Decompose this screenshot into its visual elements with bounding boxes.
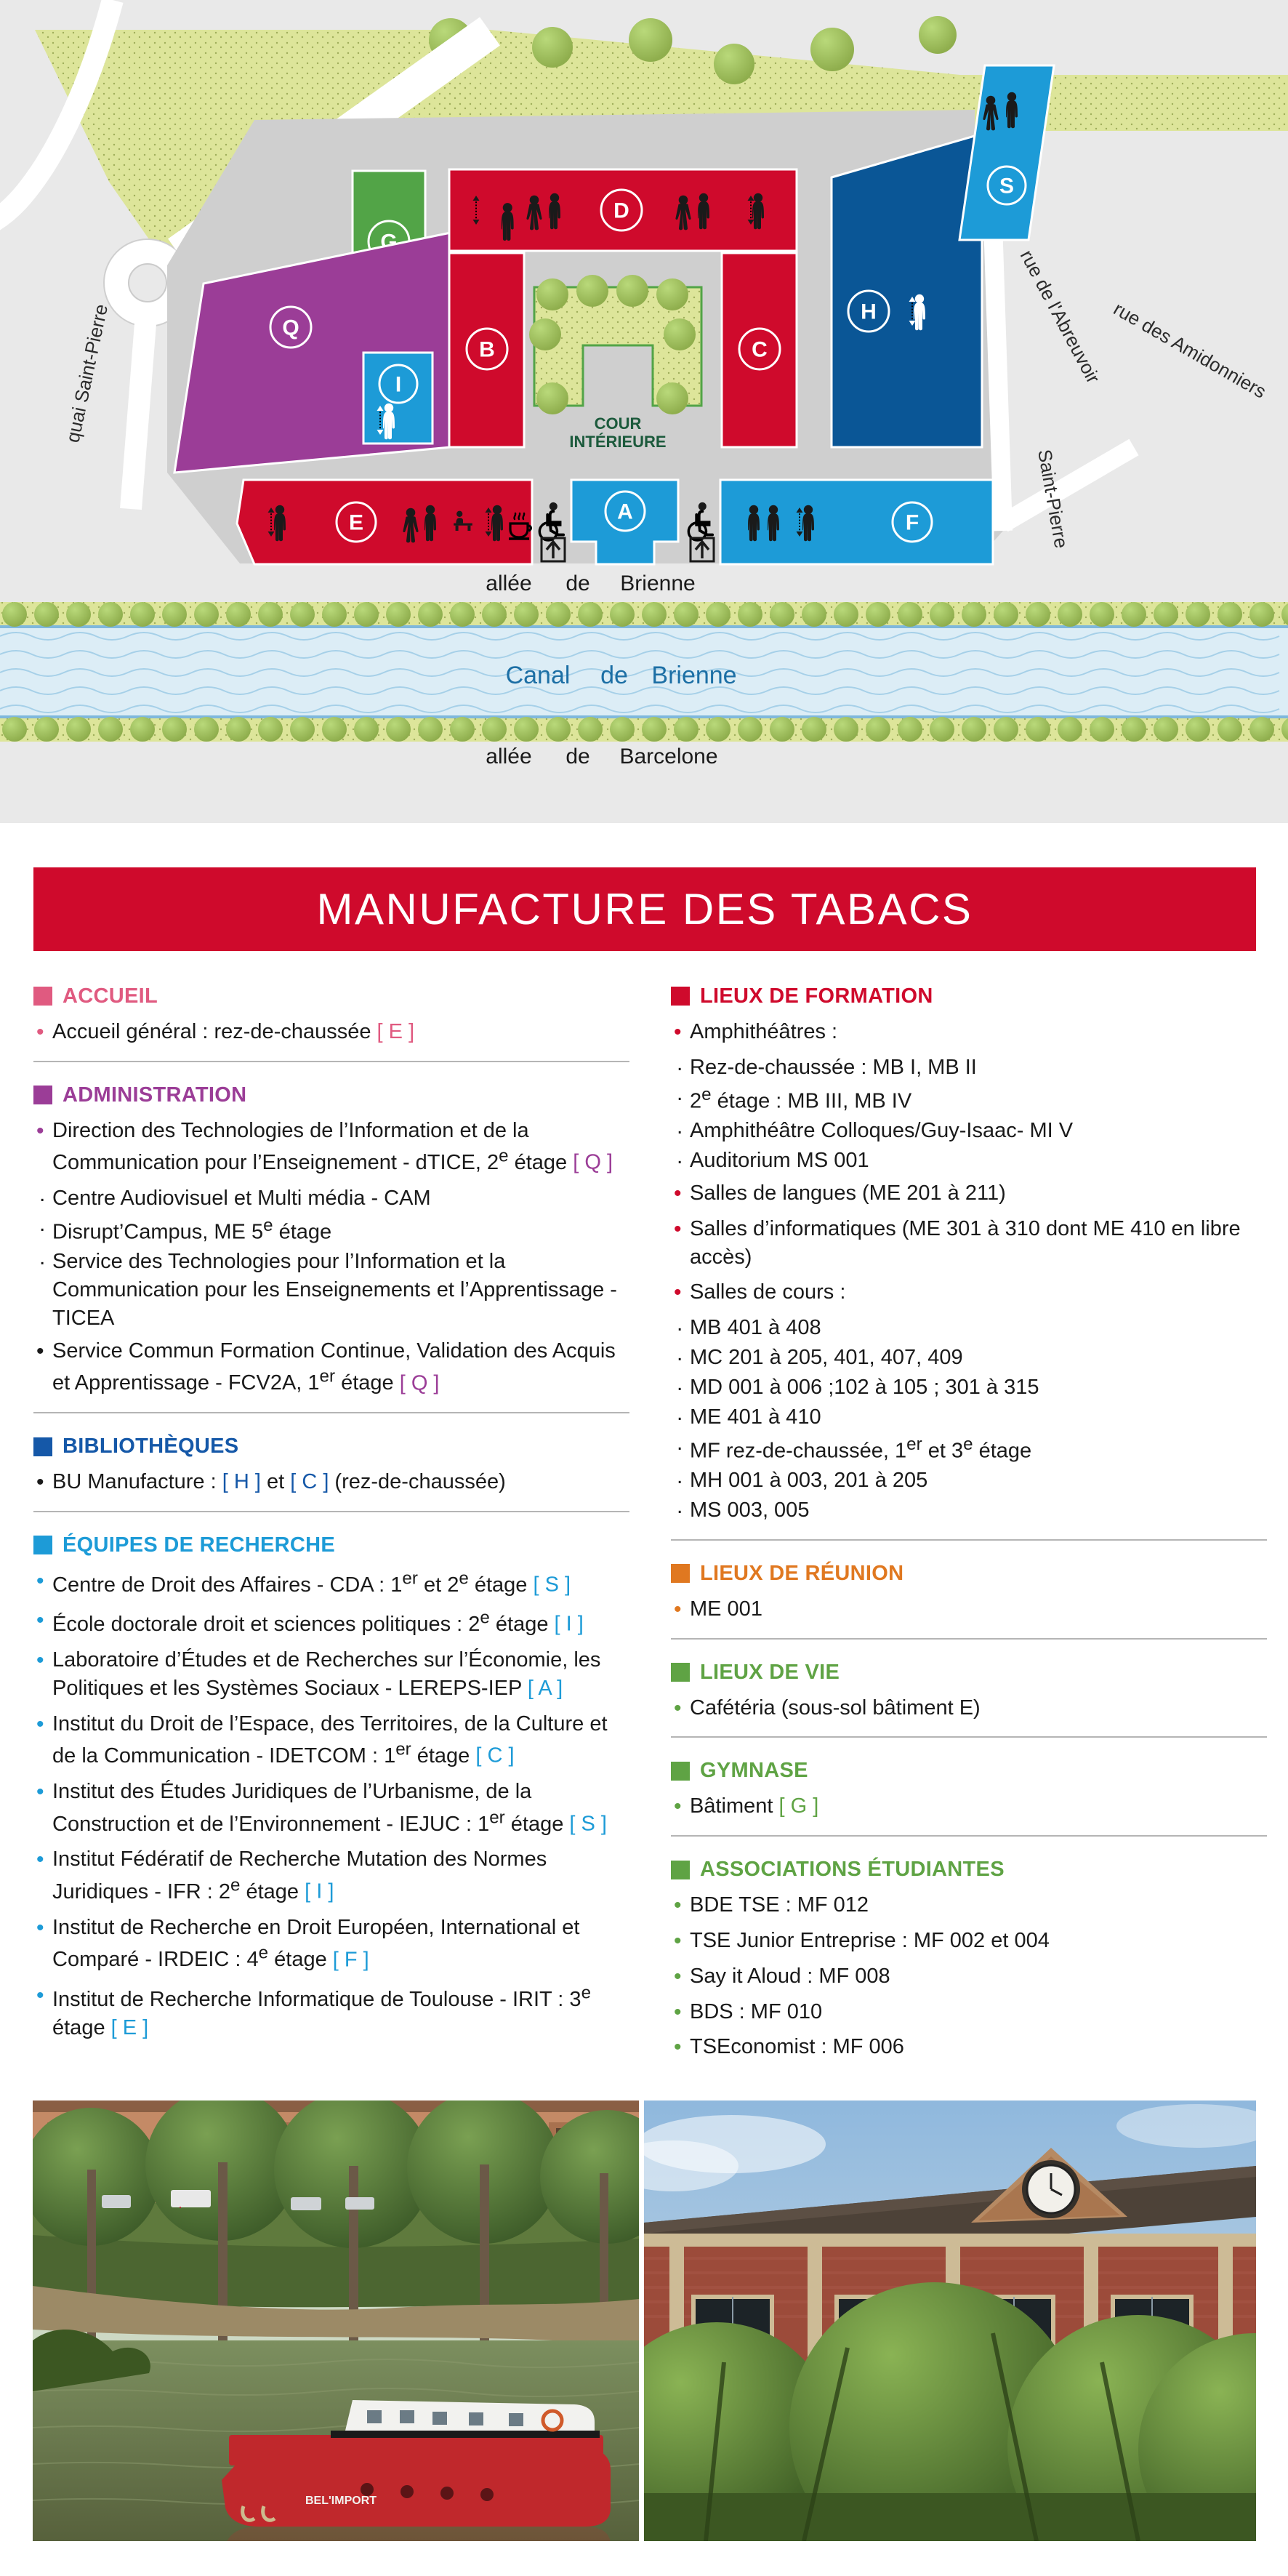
- svg-text:Barcelone: Barcelone: [619, 745, 717, 769]
- svg-text:COUR: COUR: [595, 414, 642, 433]
- svg-text:Brienne: Brienne: [620, 571, 695, 595]
- svg-text:B: B: [479, 338, 495, 362]
- svg-text:de: de: [600, 662, 628, 689]
- svg-text:C: C: [752, 338, 768, 362]
- svg-text:de: de: [565, 571, 589, 595]
- svg-text:allée: allée: [486, 571, 531, 595]
- svg-text:D: D: [613, 199, 629, 223]
- svg-text:de: de: [565, 745, 589, 769]
- svg-text:BEL'IMPORT: BEL'IMPORT: [305, 2495, 377, 2507]
- svg-text:I: I: [395, 373, 401, 397]
- svg-text:Q: Q: [282, 316, 299, 340]
- svg-text:A: A: [617, 500, 633, 524]
- svg-text:INTÉRIEURE: INTÉRIEURE: [569, 433, 666, 451]
- svg-text:E: E: [349, 511, 363, 535]
- svg-text:S: S: [999, 174, 1014, 198]
- svg-text:F: F: [906, 511, 919, 535]
- svg-text:Brienne: Brienne: [651, 662, 736, 689]
- svg-text:H: H: [861, 300, 877, 324]
- svg-text:allée: allée: [486, 745, 531, 769]
- svg-text:Canal: Canal: [506, 662, 571, 689]
